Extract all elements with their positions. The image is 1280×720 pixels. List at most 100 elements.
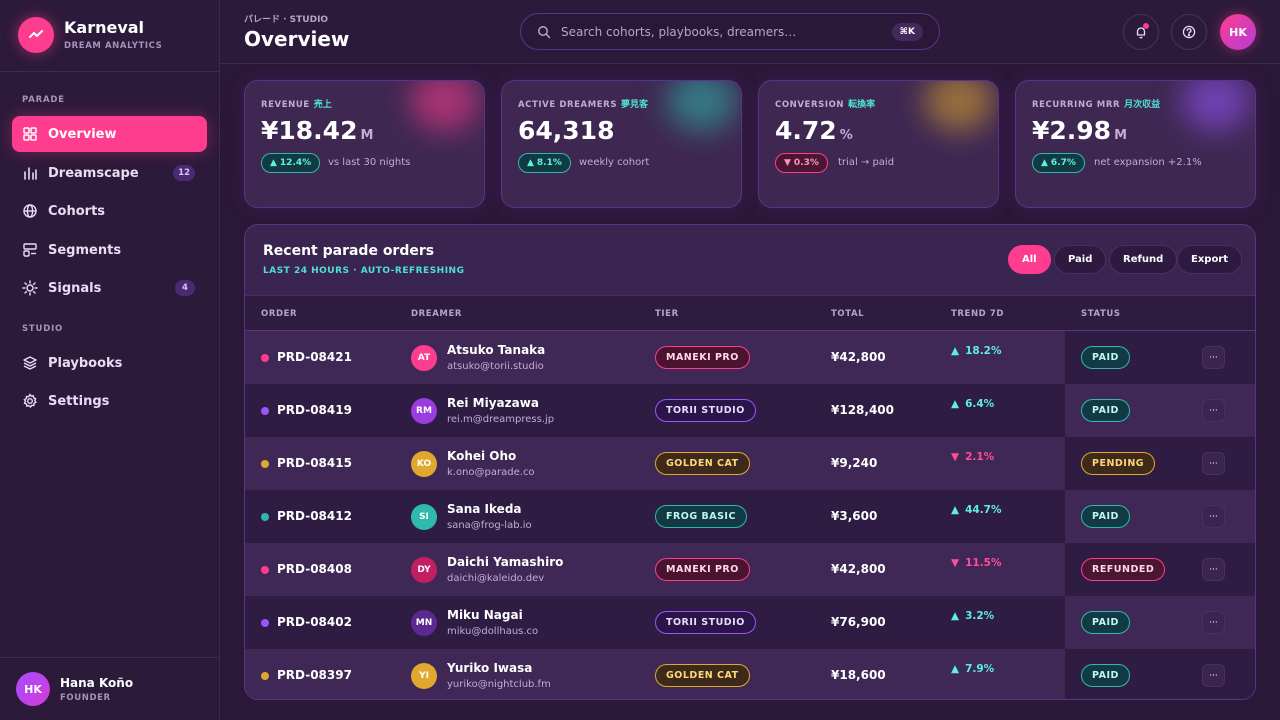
kpi-note: net expansion +2.1% xyxy=(1094,157,1202,168)
avatar[interactable]: HK xyxy=(1220,14,1256,50)
order-id[interactable]: PRD-08412 xyxy=(277,509,352,523)
trend-value: ▼ 2.1% xyxy=(951,451,995,463)
order-id[interactable]: PRD-08402 xyxy=(277,615,352,629)
triangle-up-icon: ▲ xyxy=(951,504,960,516)
brand-subtitle: DREAM ANALYTICS xyxy=(64,41,163,51)
delta-badge: ▲ 12.4% xyxy=(261,153,321,173)
status-badge: REFUNDED xyxy=(1081,558,1166,581)
sidebar-item-settings[interactable]: Settings xyxy=(12,383,207,419)
sidebar-user[interactable]: HK Hana Koño FOUNDER xyxy=(16,672,133,706)
kpi-note: vs last 30 nights xyxy=(328,157,411,168)
order-id[interactable]: PRD-08421 xyxy=(277,350,352,364)
kpi-label: REVENUE 売上 xyxy=(261,100,332,110)
table-row[interactable]: PRD-08397 YI Yuriko Iwasa yuriko@nightcl… xyxy=(245,649,1255,699)
search-bar[interactable]: ⌘K xyxy=(520,13,940,50)
kpi-card[interactable]: CONVERSION 転換率 4.72% ▼ 0.3% trial → paid xyxy=(758,80,999,208)
dreamer-email: daichi@kaleido.dev xyxy=(447,573,545,584)
globe-icon xyxy=(23,204,37,218)
dreamer-email: k.ono@parade.co xyxy=(447,467,535,478)
table-row[interactable]: PRD-08415 KO Kohei Oho k.ono@parade.co G… xyxy=(245,437,1255,490)
row-menu-button[interactable]: ··· xyxy=(1202,452,1225,475)
tier-badge: GOLDEN CAT xyxy=(655,452,750,475)
sidebar-item-cohorts[interactable]: Cohorts xyxy=(12,193,207,229)
filter-paid-button[interactable]: Paid xyxy=(1054,245,1107,274)
tier-badge: TORII STUDIO xyxy=(655,399,756,422)
avatar: YI xyxy=(411,663,437,689)
row-menu-button[interactable]: ··· xyxy=(1202,558,1225,581)
search-icon xyxy=(538,25,551,38)
sidebar-item-label: Overview xyxy=(48,126,117,142)
bell-icon xyxy=(1136,27,1146,39)
order-id[interactable]: PRD-08408 xyxy=(277,562,352,576)
order-total: ¥3,600 xyxy=(831,509,878,523)
breadcrumb: パレード · STUDIO xyxy=(244,15,329,25)
triangle-down-icon: ▼ xyxy=(951,451,960,463)
table-row[interactable]: PRD-08412 SI Sana Ikeda sana@frog-lab.io… xyxy=(245,490,1255,543)
page-title: Overview xyxy=(244,27,350,51)
order-id[interactable]: PRD-08397 xyxy=(277,668,352,682)
search-input[interactable] xyxy=(561,24,881,39)
top-header: パレード · STUDIO Overview ⌘K HK xyxy=(220,0,1280,64)
row-menu-button[interactable]: ··· xyxy=(1202,399,1225,422)
order-id[interactable]: PRD-08419 xyxy=(277,403,352,417)
sidebar-item-dreamscape[interactable]: Dreamscape 12 xyxy=(12,155,207,191)
sidebar-item-signals[interactable]: Signals 4 xyxy=(12,270,207,306)
avatar: SI xyxy=(411,504,437,530)
grid-icon xyxy=(23,127,37,141)
status-dot xyxy=(261,354,269,362)
kpi-value: 64,318 xyxy=(518,116,615,145)
bar-chart-icon xyxy=(24,167,37,180)
export-button[interactable]: Export xyxy=(1177,245,1243,274)
kpi-card[interactable]: REVENUE 売上 ¥18.42 M ▲ 12.4% vs last 30 nigh… xyxy=(244,80,485,208)
trend-value: ▲ 7.9% xyxy=(951,663,995,675)
sidebar-item-segments[interactable]: Segments xyxy=(12,232,207,268)
dreamer-name: Daichi Yamashiro xyxy=(447,555,564,569)
shortcut-badge: ⌘K xyxy=(891,23,923,41)
dreamer-name: Yuriko Iwasa xyxy=(447,661,533,675)
card-glow xyxy=(667,81,737,131)
triangle-up-icon: ▲ xyxy=(951,345,960,357)
order-total: ¥9,240 xyxy=(831,456,878,470)
column-header: TIER xyxy=(655,309,679,319)
avatar: DY xyxy=(411,557,437,583)
order-id[interactable]: PRD-08415 xyxy=(277,456,352,470)
status-dot xyxy=(261,566,269,574)
status-badge: PAID xyxy=(1081,505,1130,528)
kpi-note: trial → paid xyxy=(838,157,895,168)
table-row[interactable]: PRD-08421 AT Atsuko Tanaka atsuko@torii.… xyxy=(245,331,1255,384)
column-header: TOTAL xyxy=(831,309,865,319)
row-menu-button[interactable]: ··· xyxy=(1202,664,1225,687)
row-menu-button[interactable]: ··· xyxy=(1202,505,1225,528)
dreamer-name: Miku Nagai xyxy=(447,608,523,622)
triangle-up-icon: ▲ xyxy=(951,398,960,410)
row-menu-button[interactable]: ··· xyxy=(1202,611,1225,634)
status-badge: PAID xyxy=(1081,399,1130,422)
dreamer-email: sana@frog-lab.io xyxy=(447,520,532,531)
sidebar-item-label: Dreamscape xyxy=(48,165,139,181)
kpi-card[interactable]: RECURRING MRR 月次収益 ¥2.98 M ▲ 6.7% net expan… xyxy=(1015,80,1256,208)
dreamer-email: rei.m@dreampress.jp xyxy=(447,414,555,425)
order-total: ¥18,600 xyxy=(831,668,886,682)
column-header: STATUS xyxy=(1081,309,1121,319)
trend-spark xyxy=(935,543,1010,585)
sidebar-item-label: Segments xyxy=(48,242,122,258)
card-glow xyxy=(410,81,480,131)
tier-badge: FROG BASIC xyxy=(655,505,747,528)
status-badge: PAID xyxy=(1081,611,1130,634)
kpi-label-jp: 転換率 xyxy=(848,100,876,110)
row-menu-button[interactable]: ··· xyxy=(1202,346,1225,369)
help-button[interactable] xyxy=(1171,14,1207,50)
table-row[interactable]: PRD-08408 DY Daichi Yamashiro daichi@kal… xyxy=(245,543,1255,596)
notifications-button[interactable] xyxy=(1123,14,1159,50)
table-row[interactable]: PRD-08419 RM Rei Miyazawa rei.m@dreampre… xyxy=(245,384,1255,437)
brand[interactable]: Karneval DREAM ANALYTICS xyxy=(18,17,162,53)
filter-refund-button[interactable]: Refund xyxy=(1109,245,1178,274)
sidebar-item-overview[interactable]: Overview xyxy=(12,116,207,152)
triangle-down-icon: ▼ xyxy=(951,557,960,569)
filter-all-button[interactable]: All xyxy=(1008,245,1051,274)
sidebar-item-playbooks[interactable]: Playbooks xyxy=(12,345,207,381)
trend-value: ▲ 6.4% xyxy=(951,398,995,410)
table-row[interactable]: PRD-08402 MN Miku Nagai miku@dollhaus.co… xyxy=(245,596,1255,649)
kpi-card[interactable]: ACTIVE DREAMERS 夢見客 64,318 ▲ 8.1% weekly c… xyxy=(501,80,742,208)
segments-icon xyxy=(23,243,37,257)
